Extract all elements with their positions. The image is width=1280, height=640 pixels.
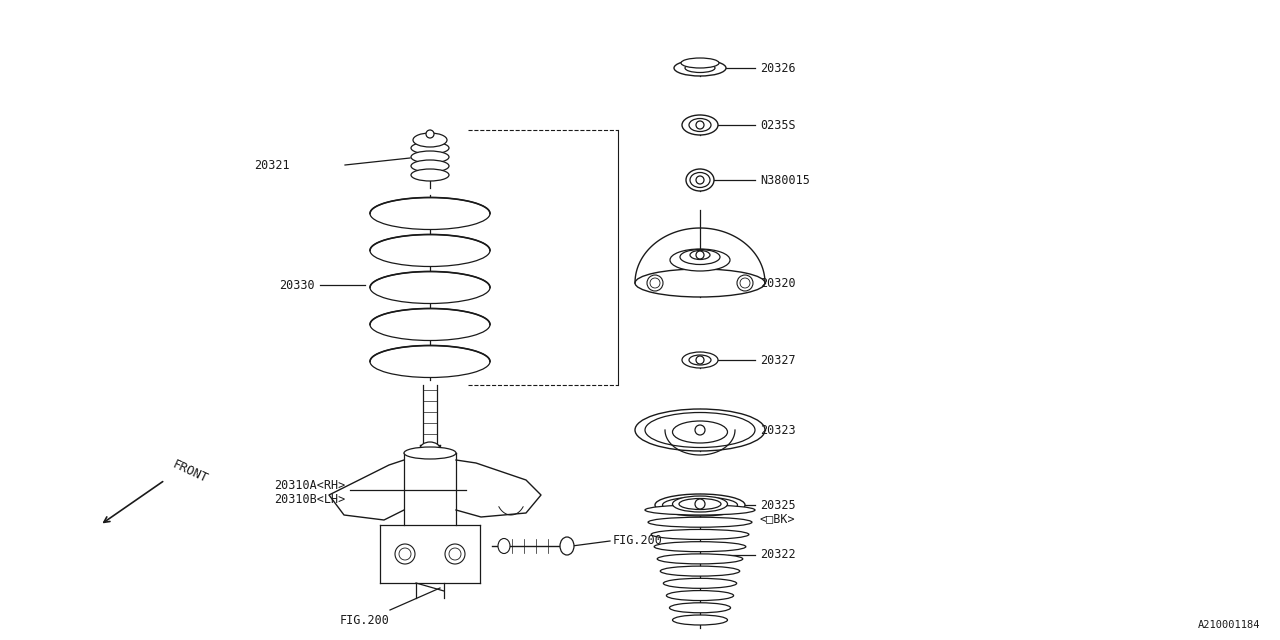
Circle shape — [737, 275, 753, 291]
Ellipse shape — [682, 115, 718, 135]
Circle shape — [696, 251, 704, 259]
Circle shape — [696, 121, 704, 129]
Ellipse shape — [667, 591, 733, 600]
Ellipse shape — [655, 494, 745, 516]
Text: 20330: 20330 — [279, 278, 315, 291]
Ellipse shape — [669, 249, 730, 271]
Text: 20325: 20325 — [760, 499, 796, 511]
Ellipse shape — [672, 496, 727, 512]
Ellipse shape — [648, 517, 751, 527]
Ellipse shape — [420, 442, 440, 456]
Text: 20321: 20321 — [255, 159, 291, 172]
Circle shape — [696, 176, 704, 184]
Ellipse shape — [657, 554, 742, 564]
Circle shape — [650, 278, 660, 288]
Ellipse shape — [411, 169, 449, 181]
Ellipse shape — [663, 497, 737, 513]
Ellipse shape — [411, 142, 449, 154]
Text: 20327: 20327 — [760, 353, 796, 367]
Circle shape — [399, 548, 411, 560]
Ellipse shape — [635, 409, 765, 451]
Circle shape — [646, 275, 663, 291]
Ellipse shape — [681, 58, 719, 68]
Ellipse shape — [685, 63, 716, 72]
Ellipse shape — [660, 566, 740, 576]
Circle shape — [426, 130, 434, 138]
Ellipse shape — [645, 505, 755, 515]
Ellipse shape — [663, 579, 737, 588]
Text: FIG.200: FIG.200 — [613, 534, 663, 547]
Text: 20323: 20323 — [760, 424, 796, 436]
Ellipse shape — [680, 250, 719, 264]
Text: 0235S: 0235S — [760, 118, 796, 131]
Text: 20310B<LH>: 20310B<LH> — [274, 493, 346, 506]
Ellipse shape — [682, 352, 718, 368]
Ellipse shape — [689, 118, 710, 131]
Ellipse shape — [672, 615, 727, 625]
Ellipse shape — [678, 499, 721, 509]
Ellipse shape — [690, 250, 710, 259]
Text: 20326: 20326 — [760, 61, 796, 74]
Ellipse shape — [411, 160, 449, 172]
Text: 20320: 20320 — [760, 276, 796, 289]
Circle shape — [696, 356, 704, 364]
Circle shape — [396, 544, 415, 564]
Ellipse shape — [413, 133, 447, 147]
Ellipse shape — [672, 421, 727, 443]
Ellipse shape — [690, 173, 710, 188]
Ellipse shape — [675, 60, 726, 76]
Circle shape — [695, 425, 705, 435]
Ellipse shape — [370, 198, 490, 230]
Circle shape — [445, 544, 465, 564]
Ellipse shape — [669, 603, 731, 612]
Ellipse shape — [411, 151, 449, 163]
Ellipse shape — [686, 169, 714, 191]
Text: FRONT: FRONT — [170, 458, 210, 486]
Text: FIG.200: FIG.200 — [340, 614, 390, 627]
Text: 20322: 20322 — [760, 548, 796, 561]
Ellipse shape — [652, 529, 749, 540]
Ellipse shape — [689, 355, 710, 365]
Text: A210001184: A210001184 — [1198, 620, 1260, 630]
Circle shape — [449, 548, 461, 560]
Ellipse shape — [370, 271, 490, 303]
Ellipse shape — [370, 346, 490, 378]
Circle shape — [695, 499, 705, 509]
Circle shape — [740, 278, 750, 288]
Ellipse shape — [370, 308, 490, 340]
Ellipse shape — [498, 538, 509, 554]
Ellipse shape — [635, 269, 765, 297]
Text: 20310A<RH>: 20310A<RH> — [274, 479, 346, 492]
Text: <□BK>: <□BK> — [760, 513, 796, 525]
Ellipse shape — [654, 541, 746, 552]
Ellipse shape — [561, 537, 573, 555]
Ellipse shape — [645, 413, 755, 447]
Ellipse shape — [370, 234, 490, 266]
Ellipse shape — [672, 500, 727, 510]
Text: N380015: N380015 — [760, 173, 810, 186]
Ellipse shape — [404, 447, 456, 459]
